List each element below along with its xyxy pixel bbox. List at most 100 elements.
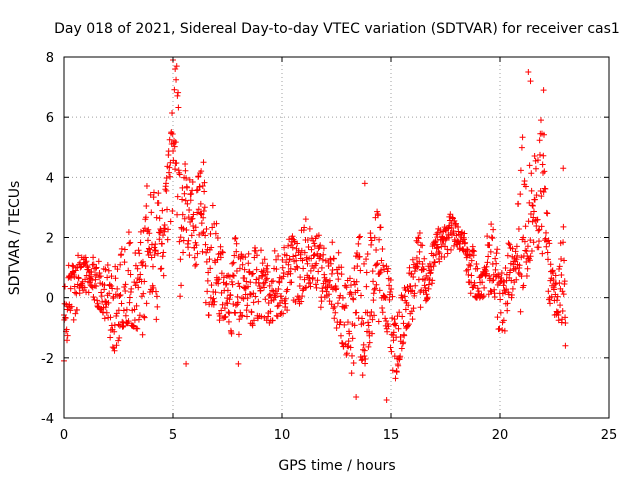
data-point — [369, 268, 376, 275]
data-point — [243, 307, 250, 314]
data-point — [175, 89, 182, 96]
data-point — [102, 298, 109, 305]
data-point — [343, 351, 350, 358]
data-point — [270, 277, 277, 284]
data-point — [347, 282, 354, 289]
data-point — [494, 314, 501, 321]
data-point — [181, 215, 188, 222]
data-point — [416, 248, 423, 255]
data-point — [160, 249, 167, 256]
data-point — [337, 319, 344, 326]
data-point — [533, 192, 540, 199]
data-point — [197, 200, 204, 207]
data-point — [190, 211, 197, 218]
data-point — [562, 342, 569, 349]
data-point — [326, 277, 333, 284]
data-point — [139, 258, 146, 265]
data-point — [165, 226, 172, 233]
data-point — [230, 272, 237, 279]
data-point — [536, 137, 543, 144]
data-point — [171, 86, 178, 93]
data-point — [180, 249, 187, 256]
y-tick-label: 6 — [46, 111, 54, 126]
data-point — [435, 248, 442, 255]
data-point — [159, 253, 166, 260]
data-point — [471, 282, 478, 289]
data-point — [125, 229, 132, 236]
data-point — [123, 306, 130, 313]
data-point — [559, 316, 566, 323]
data-point — [226, 296, 233, 303]
data-point — [377, 224, 384, 231]
data-point — [342, 282, 349, 289]
data-point — [179, 211, 186, 218]
data-point — [434, 244, 441, 251]
data-point — [235, 360, 242, 367]
data-point — [106, 281, 113, 288]
data-point — [425, 281, 432, 288]
data-point — [180, 225, 187, 232]
data-point — [174, 193, 181, 200]
data-point — [473, 260, 480, 267]
data-point — [109, 344, 116, 351]
data-point — [263, 265, 270, 272]
data-point — [105, 267, 112, 274]
data-point — [209, 224, 216, 231]
data-point — [204, 277, 211, 284]
data-point — [181, 190, 188, 197]
data-point — [232, 310, 239, 317]
data-point — [353, 278, 360, 285]
data-point — [385, 323, 392, 330]
data-point — [114, 285, 121, 292]
data-point — [402, 286, 409, 293]
data-point — [416, 258, 423, 265]
data-point — [183, 175, 190, 182]
data-point — [537, 117, 544, 124]
data-point — [67, 307, 74, 314]
data-point — [236, 265, 243, 272]
data-point — [151, 244, 158, 251]
data-point — [535, 244, 542, 251]
data-point — [534, 157, 541, 164]
data-point — [346, 330, 353, 337]
data-point — [316, 243, 323, 250]
data-point — [113, 342, 120, 349]
data-point — [223, 272, 230, 279]
data-point — [122, 312, 129, 319]
data-point — [315, 232, 322, 239]
data-point — [384, 328, 391, 335]
data-point — [383, 396, 390, 403]
data-point — [297, 274, 304, 281]
data-point — [345, 338, 352, 345]
data-point — [555, 311, 562, 318]
data-point — [453, 232, 460, 239]
data-point — [318, 264, 325, 271]
data-point — [529, 218, 536, 225]
data-point — [411, 290, 418, 297]
data-point — [152, 241, 159, 248]
data-point — [404, 322, 411, 329]
data-point — [406, 264, 413, 271]
data-point — [138, 293, 145, 300]
data-point — [382, 294, 389, 301]
data-point — [107, 334, 114, 341]
data-point — [275, 286, 282, 293]
data-point — [390, 337, 397, 344]
data-point — [217, 243, 224, 250]
data-point — [358, 292, 365, 299]
data-point — [317, 304, 324, 311]
data-point — [150, 284, 157, 291]
data-point — [107, 314, 114, 321]
data-point — [537, 188, 544, 195]
data-point — [172, 166, 179, 173]
data-point — [357, 267, 364, 274]
data-point — [357, 233, 364, 240]
data-point — [467, 262, 474, 269]
data-point — [218, 270, 225, 277]
data-point — [395, 362, 402, 369]
data-point — [304, 260, 311, 267]
data-point — [527, 253, 534, 260]
data-point — [392, 322, 399, 329]
data-point — [363, 256, 370, 263]
data-point — [241, 285, 248, 292]
